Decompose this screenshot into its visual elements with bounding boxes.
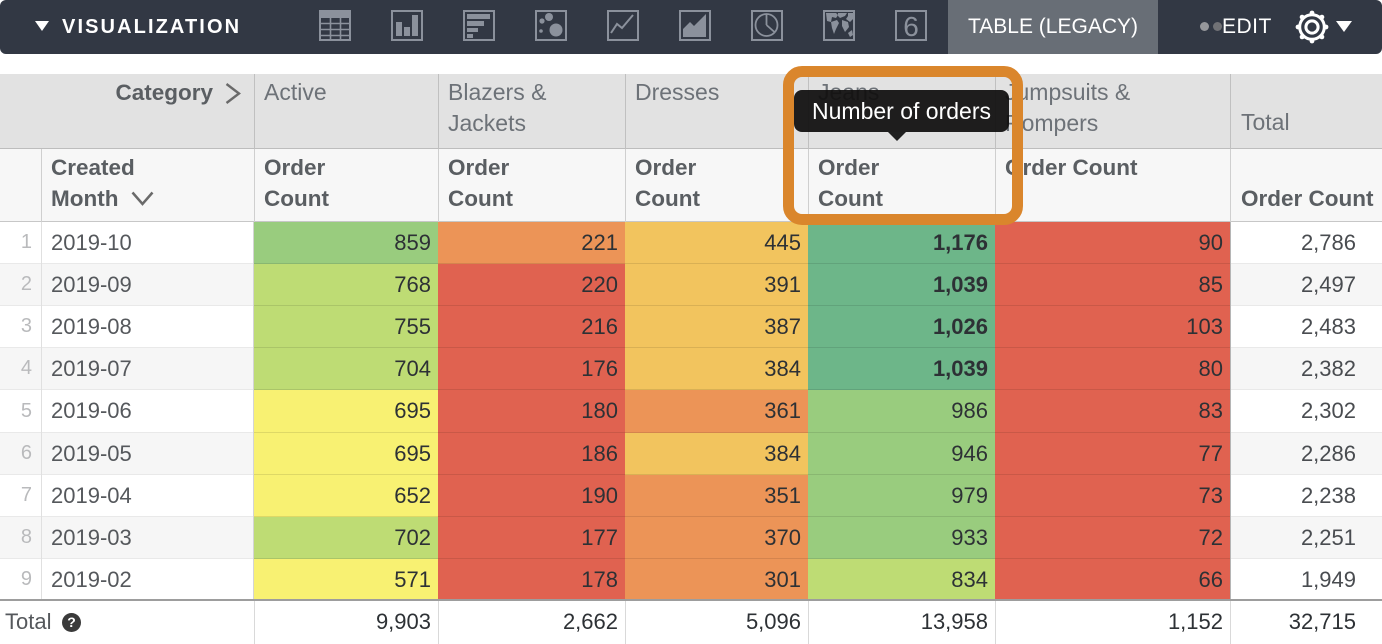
svg-text:6: 6 [903,11,919,42]
